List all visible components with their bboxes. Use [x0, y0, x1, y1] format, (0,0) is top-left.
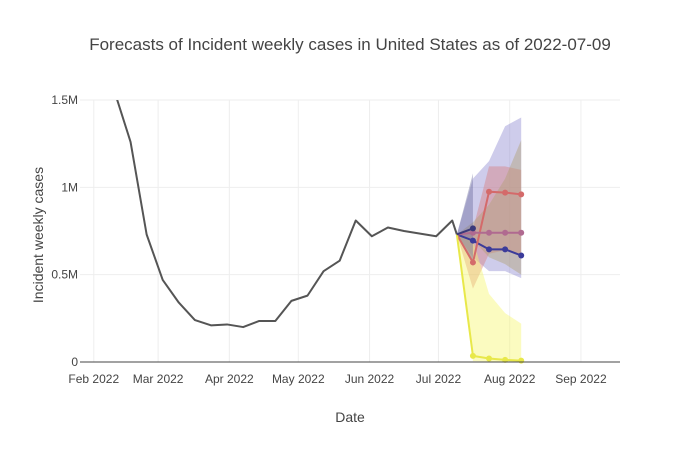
forecast-point — [502, 356, 509, 363]
x-axis-label: Date — [335, 409, 365, 425]
y-tick-label: 0.5M — [51, 268, 78, 282]
forecast-point — [469, 229, 476, 236]
y-tick-label: 1M — [61, 180, 78, 194]
x-tick-label: Jun 2022 — [345, 372, 395, 386]
x-tick-label: Jul 2022 — [416, 372, 462, 386]
forecast-point — [486, 246, 493, 253]
forecast-point — [518, 357, 525, 364]
forecast-point — [518, 229, 525, 236]
data-points — [469, 188, 525, 364]
forecast-point — [502, 189, 509, 196]
x-tick-label: Mar 2022 — [133, 372, 184, 386]
forecast-point — [502, 246, 509, 253]
y-axis-label: Incident weekly cases — [30, 167, 46, 303]
forecast-bands — [456, 117, 522, 362]
x-tick-label: May 2022 — [272, 372, 325, 386]
x-tick-labels: Feb 2022 Mar 2022 Apr 2022 May 2022 Jun 2022… — [68, 372, 607, 386]
y-tick-label: 1.5M — [51, 93, 78, 107]
forecast-band — [456, 140, 522, 275]
forecast-point — [469, 225, 476, 232]
forecast-point — [469, 259, 476, 266]
x-tick-label: Sep 2022 — [555, 372, 607, 386]
observed-line — [116, 100, 458, 329]
forecast-point — [502, 229, 509, 236]
forecast-band — [456, 234, 522, 362]
forecast-point — [518, 191, 525, 198]
forecast-point — [518, 252, 525, 259]
forecast-point — [486, 188, 493, 195]
chart-title: Forecasts of Incident weekly cases in Un… — [89, 35, 611, 54]
y-tick-label: 0 — [71, 355, 78, 369]
grid — [80, 99, 620, 362]
x-tick-label: Aug 2022 — [484, 372, 536, 386]
x-tick-label: Feb 2022 — [68, 372, 119, 386]
x-tick-label: Apr 2022 — [205, 372, 254, 386]
forecast-point — [469, 352, 476, 359]
forecast-point — [469, 237, 476, 244]
forecast-point — [486, 229, 493, 236]
y-tick-labels: 0 0.5M 1M 1.5M — [51, 93, 78, 369]
forecast-point — [486, 355, 493, 362]
